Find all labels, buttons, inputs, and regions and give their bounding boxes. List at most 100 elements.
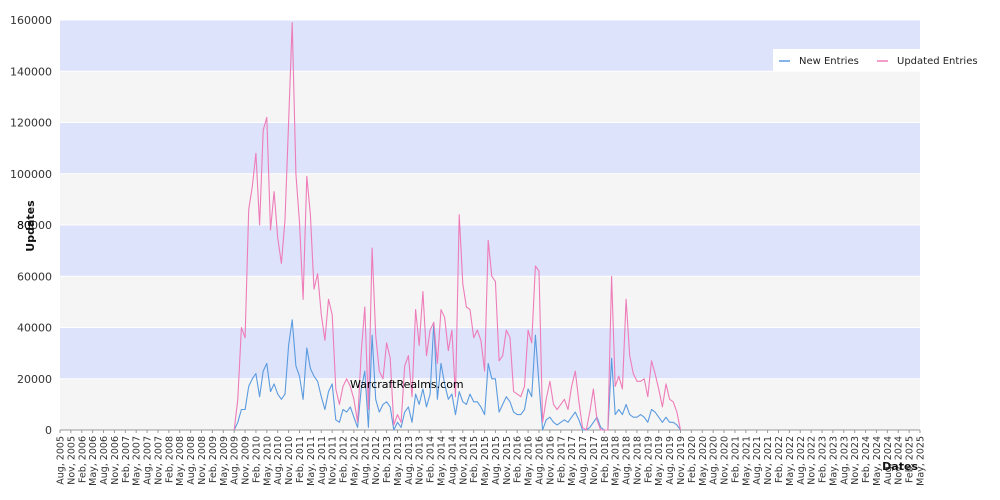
x-tick-label: Nov, 2022: [807, 436, 818, 485]
x-tick-label: May, 2019: [654, 436, 665, 486]
band: [60, 378, 920, 430]
x-tick-label: Aug, 2019: [665, 436, 676, 485]
x-tick-label: Feb, 2014: [426, 436, 437, 483]
x-tick-label: Aug, 2014: [447, 436, 458, 485]
x-tick-label: May, 2018: [611, 436, 622, 486]
x-tick-label: Nov, 2011: [328, 436, 339, 485]
x-tick-label: Nov, 2024: [894, 436, 905, 485]
watermark-text: WarcraftRealms.com: [350, 378, 464, 391]
y-tick-label: 140000: [10, 65, 52, 78]
x-tick-label: Nov, 2010: [284, 436, 295, 485]
x-tick-label: Nov, 2018: [632, 436, 643, 485]
x-tick-label: May, 2021: [741, 436, 752, 486]
x-tick-label: May, 2022: [785, 436, 796, 486]
band: [60, 122, 920, 174]
x-tick-label: May, 2008: [175, 436, 186, 486]
x-tick-label: Nov, 2009: [241, 436, 252, 485]
y-tick-label: 80000: [17, 219, 52, 232]
y-axis-overlay-label: 80: [17, 219, 31, 232]
x-tick-label: Feb, 2022: [774, 436, 785, 483]
x-tick-label: May, 2020: [698, 436, 709, 486]
legend: New Entries Updated Entries: [773, 49, 978, 71]
x-tick-label: Nov, 2005: [66, 436, 77, 485]
x-tick-label: May, 2011: [306, 436, 317, 486]
x-tick-label: Aug, 2017: [578, 436, 589, 485]
x-tick-label: Nov, 2023: [850, 436, 861, 485]
x-tick-label: May, 2015: [480, 436, 491, 486]
x-tick-label: May, 2009: [219, 436, 230, 486]
x-tick-label: Aug, 2009: [230, 436, 241, 485]
y-tick-label: 100000: [10, 168, 52, 181]
x-tick-label: May, 2025: [916, 436, 927, 486]
x-tick-label: Aug, 2008: [186, 436, 197, 485]
x-tick-label: Nov, 2013: [415, 436, 426, 485]
band: [60, 225, 920, 277]
x-tick-label: Feb, 2016: [513, 436, 524, 483]
x-tick-label: May, 2023: [828, 436, 839, 486]
x-tick-label: May, 2010: [262, 436, 273, 486]
y-tick-label: 0: [45, 424, 52, 437]
x-tick-label: May, 2006: [88, 436, 99, 486]
x-tick-label: Feb, 2006: [77, 436, 88, 483]
legend-label-new-entries: New Entries: [799, 56, 859, 67]
y-tick-label: 20000: [17, 373, 52, 386]
x-tick-label: Feb, 2009: [208, 436, 219, 483]
x-tick-label: Feb, 2025: [905, 436, 916, 483]
y-tick-label: 160000: [10, 14, 52, 27]
x-tick-label: Aug, 2007: [143, 436, 154, 485]
x-tick-label: Feb, 2018: [600, 436, 611, 483]
x-tick-label: Aug, 2021: [752, 436, 763, 485]
plot-background-bands: [60, 20, 920, 430]
x-tick-label: May, 2013: [393, 436, 404, 486]
band: [60, 71, 920, 123]
x-tick-label: Feb, 2021: [730, 436, 741, 483]
y-tick-label: 60000: [17, 270, 52, 283]
x-tick-label: Feb, 2020: [687, 436, 698, 483]
x-tick-label: Nov, 2007: [153, 436, 164, 485]
x-tick-label: May, 2007: [132, 436, 143, 486]
x-tick-label: Nov, 2020: [720, 436, 731, 485]
x-tick-label: Nov, 2019: [676, 436, 687, 485]
x-tick-label: Aug, 2016: [534, 436, 545, 485]
x-tick-label: Aug, 2006: [99, 436, 110, 485]
series-line-updated-entries: [233, 22, 682, 431]
x-tick-label: Feb, 2013: [382, 436, 393, 483]
legend-label-updated-entries: Updated Entries: [897, 56, 978, 67]
x-tick-label: Aug, 2022: [796, 436, 807, 485]
x-tick-label: Aug, 2018: [622, 436, 633, 485]
legend-box: [773, 49, 920, 71]
x-tick-label: Feb, 2017: [556, 436, 567, 483]
x-tick-label: Feb, 2023: [818, 436, 829, 483]
x-tick-label: Aug, 2013: [404, 436, 415, 485]
y-tick-label: 120000: [10, 117, 52, 130]
x-tick-label: Nov, 2021: [763, 436, 774, 485]
x-tick-label: Feb, 2024: [861, 436, 872, 483]
x-tick-label: Aug, 2023: [839, 436, 850, 485]
y-axis-ticks: 0 20000 40000 60000 80000 100000 120000 140000 1…: [10, 14, 52, 437]
x-axis-ticks: Aug, 2005 Nov, 2005 Feb, 2006 May, 2006 Aug,…: [56, 430, 927, 486]
x-tick-label: Nov, 2016: [545, 436, 556, 485]
x-tick-label: May, 2012: [349, 436, 360, 486]
x-tick-label: Aug, 2020: [709, 436, 720, 485]
x-tick-label: Nov, 2017: [589, 436, 600, 485]
x-tick-label: Feb, 2015: [469, 436, 480, 483]
x-tick-label: May, 2024: [872, 436, 883, 486]
x-tick-label: Feb, 2012: [339, 436, 350, 483]
series-lines: [233, 22, 682, 431]
x-tick-label: Feb, 2007: [121, 436, 132, 483]
x-tick-label: Feb, 2011: [295, 436, 306, 483]
x-tick-label: Nov, 2012: [371, 436, 382, 485]
x-tick-label: Aug, 2024: [883, 436, 894, 485]
x-tick-label: Feb, 2019: [643, 436, 654, 483]
x-axis-label: Dates: [882, 460, 918, 473]
x-tick-label: May, 2016: [524, 436, 535, 486]
x-tick-label: Nov, 2015: [502, 436, 513, 485]
band: [60, 276, 920, 328]
x-tick-label: Aug, 2012: [360, 436, 371, 485]
x-tick-label: Feb, 2008: [164, 436, 175, 483]
x-tick-label: May, 2014: [437, 436, 448, 486]
x-tick-label: Nov, 2006: [110, 436, 121, 485]
x-tick-label: Aug, 2005: [56, 436, 67, 485]
x-tick-label: Aug, 2015: [491, 436, 502, 485]
